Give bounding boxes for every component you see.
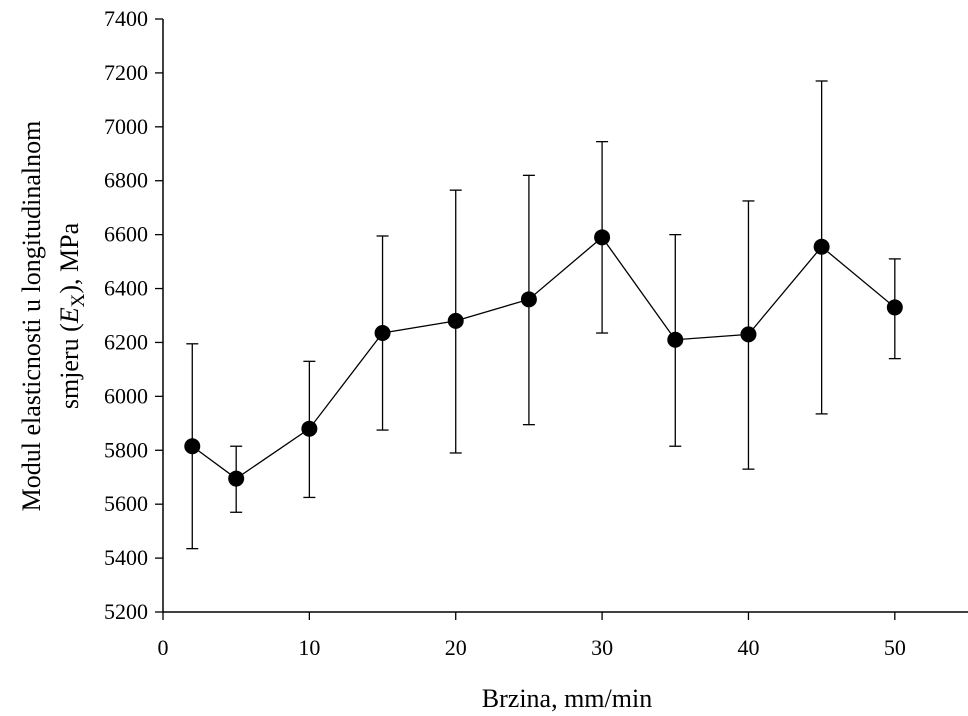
y-tick-label: 6800 (104, 168, 148, 193)
y-tick-label: 6200 (104, 329, 148, 354)
series-line (191, 236, 896, 480)
y-tick-label: 5400 (104, 545, 148, 570)
x-tick-label: 0 (158, 635, 169, 660)
y-tick-label: 6400 (104, 276, 148, 301)
y-tick-label: 5600 (104, 491, 148, 516)
y-axis-ticks: 5200 5400 5600 5800 6000 6200 6400 6600 6800 7000… (104, 6, 163, 624)
x-tick-label: 30 (591, 635, 613, 660)
y-tick-label: 6600 (104, 222, 148, 247)
y-tick-label: 5200 (104, 599, 148, 624)
y-axis-title-subscript: X (68, 293, 89, 307)
plot-frame (162, 19, 968, 613)
data-point (740, 326, 757, 343)
x-tick-label: 10 (298, 635, 320, 660)
y-axis-title-symbol: E (55, 307, 84, 324)
y-axis-title-suffix: ), MPa (55, 222, 84, 293)
y-tick-label: 7200 (104, 60, 148, 85)
data-point (594, 229, 611, 246)
data-point (520, 291, 537, 308)
data-point (374, 325, 391, 342)
y-tick-label: 7000 (104, 114, 148, 139)
data-point (228, 470, 245, 487)
data-point (667, 331, 684, 348)
data-point (886, 299, 903, 316)
y-tick-label: 5800 (104, 437, 148, 462)
error-bars (186, 80, 901, 550)
data-point (184, 438, 201, 455)
y-axis-title-line1: Modul elasticnosti u longitudinalnom (17, 121, 46, 512)
x-tick-label: 40 (737, 635, 759, 660)
x-tick-label: 50 (884, 635, 906, 660)
y-axis-title-prefix: smjeru ( (55, 323, 84, 409)
x-axis-title: Brzina, mm/min (482, 684, 652, 713)
y-axis-title-line2: smjeru (EX), MPa (55, 222, 89, 409)
data-point (447, 312, 464, 329)
y-tick-label: 7400 (104, 6, 148, 31)
data-markers (184, 229, 903, 487)
data-point (301, 420, 318, 437)
data-point (813, 238, 830, 255)
y-tick-label: 6000 (104, 383, 148, 408)
x-axis-ticks: 0 10 20 30 40 50 (158, 612, 906, 660)
x-tick-label: 20 (445, 635, 467, 660)
